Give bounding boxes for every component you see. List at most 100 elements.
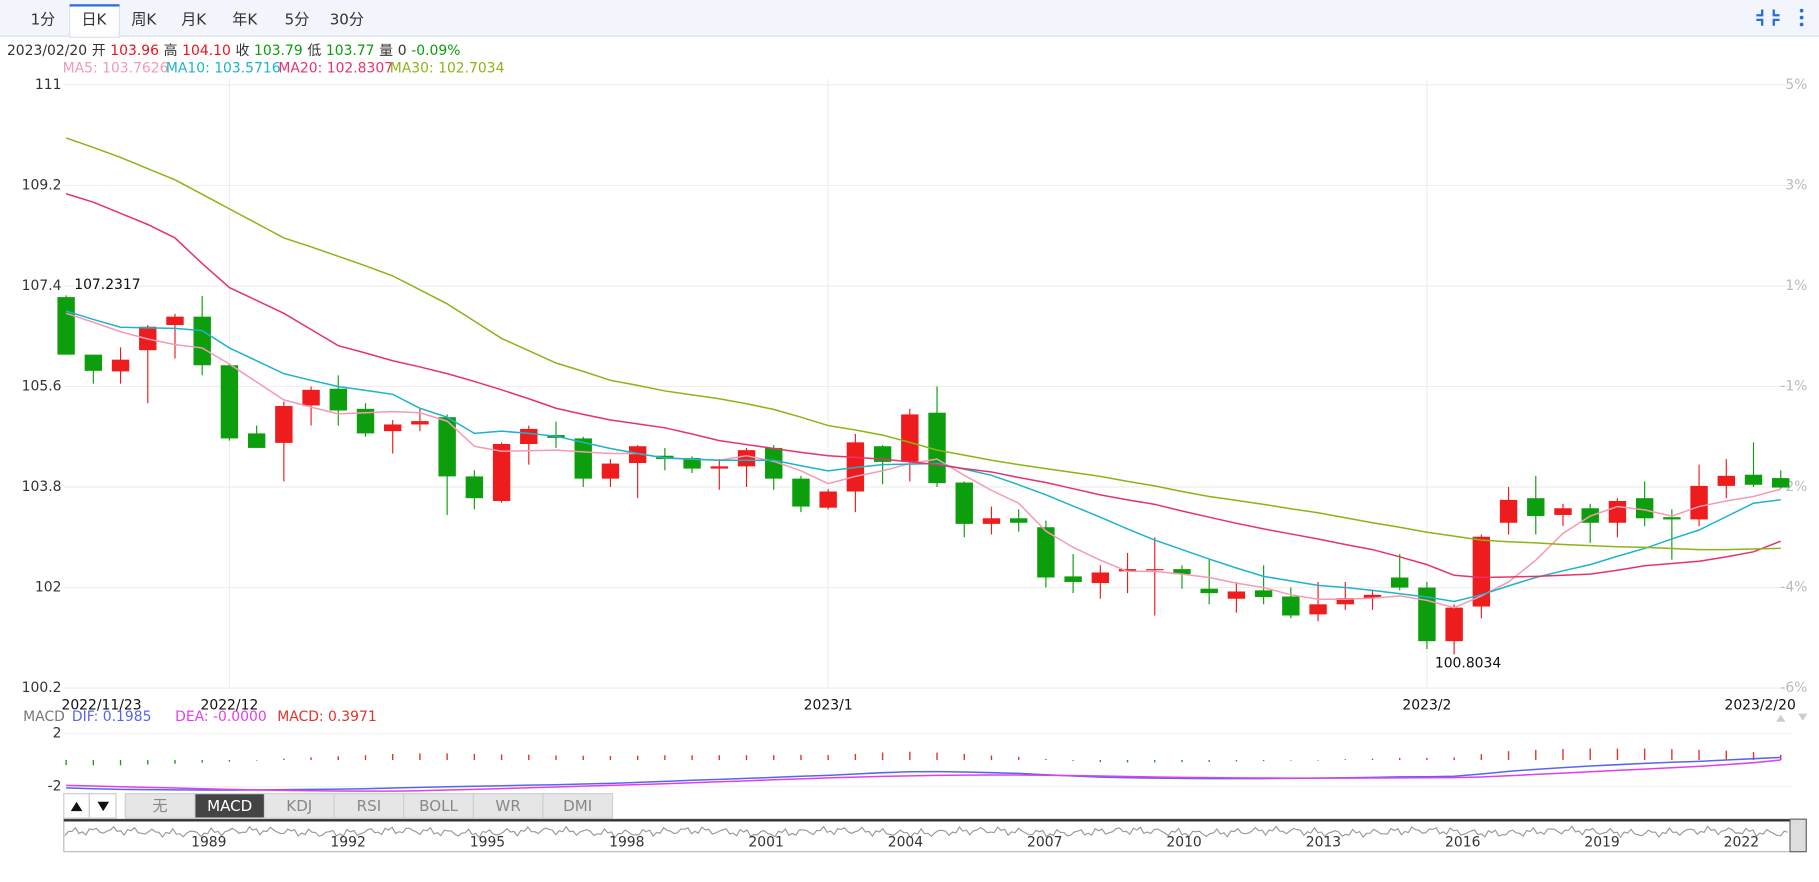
macd-bar	[283, 758, 285, 761]
candle-body	[302, 389, 320, 406]
candle-body	[1037, 527, 1055, 578]
period-tab[interactable]: 年K	[232, 10, 258, 28]
indicator-tab[interactable]: DMI	[563, 797, 592, 815]
indicator-tab[interactable]: WR	[495, 797, 521, 815]
candle-body	[1690, 485, 1708, 520]
candle-body	[247, 433, 266, 448]
navigator-year: 2019	[1584, 834, 1619, 850]
macd-bar	[936, 752, 938, 761]
candle-body	[1527, 498, 1545, 517]
period-tab[interactable]: 周K	[131, 10, 157, 28]
candle-body	[1282, 596, 1300, 616]
indicator-tab-bg[interactable]	[124, 793, 196, 819]
indicator-tab-bg[interactable]	[472, 793, 544, 819]
indicator-tab[interactable]: BOLL	[419, 797, 458, 815]
candle-body	[57, 297, 75, 355]
y-tick-label: 111	[35, 77, 62, 93]
dot[interactable]	[1799, 22, 1804, 27]
macd-bar	[1235, 760, 1238, 762]
macd-bar	[147, 760, 149, 765]
candle-body	[193, 316, 211, 366]
arrow-down-icon	[97, 801, 110, 812]
top-bar	[0, 0, 1819, 37]
fullscreen-icon[interactable]	[1756, 9, 1780, 26]
candle-body	[1309, 604, 1327, 615]
candle-body	[873, 446, 892, 462]
macd-bar	[228, 760, 231, 762]
y-tick-label: 103.8	[22, 479, 62, 495]
macd-bar	[718, 755, 720, 761]
indicator-tab[interactable]: 无	[153, 797, 168, 815]
macd-bar	[419, 753, 421, 761]
navigator[interactable]	[63, 818, 1807, 853]
macd-line	[66, 759, 1781, 792]
legend-entry: MACD: 0.3971	[277, 709, 376, 725]
macd-bar	[500, 754, 503, 761]
candle-body	[384, 424, 402, 432]
navigator-handle[interactable]	[1789, 818, 1807, 853]
candle-body	[982, 518, 1001, 524]
indicator-tab[interactable]: MACD	[207, 797, 252, 815]
candle-body	[1146, 569, 1164, 571]
arrow-up[interactable]	[1776, 714, 1786, 722]
indicator-tab-bg[interactable]	[542, 793, 614, 819]
candle-body	[411, 421, 429, 425]
candle-body	[955, 482, 973, 524]
arrow-down[interactable]	[1798, 713, 1808, 721]
macd-bar	[827, 754, 829, 761]
period-tab[interactable]: 日K	[81, 10, 107, 28]
active-tab	[69, 4, 121, 38]
info-close-label: 收	[235, 43, 249, 59]
indicator-tab-bg[interactable]	[263, 793, 335, 819]
candle-body	[1608, 500, 1627, 523]
period-tab[interactable]: 1分	[31, 10, 56, 28]
macd-bar	[1616, 748, 1619, 761]
macd-bar	[1045, 758, 1047, 761]
candle-body	[1472, 536, 1491, 607]
candle-body	[220, 365, 239, 439]
macd-bar	[1154, 760, 1156, 763]
macd-bar	[446, 753, 448, 761]
dot[interactable]	[1799, 15, 1804, 20]
navigator-year: 1998	[609, 834, 644, 850]
period-tab[interactable]: 5分	[285, 10, 310, 28]
period-tab[interactable]: 30分	[330, 10, 364, 28]
candle-body	[111, 359, 130, 372]
macd-line	[66, 756, 1781, 791]
candle-body	[601, 463, 620, 479]
macd-bar	[1126, 760, 1129, 763]
candle-body	[1227, 591, 1246, 599]
candle-body	[901, 414, 919, 462]
candle-body	[792, 478, 810, 507]
macd-bar	[1671, 749, 1673, 761]
macd-bar	[1344, 759, 1346, 761]
info-low: 103.77	[326, 43, 375, 59]
candle-body	[1173, 569, 1191, 575]
macd-bar	[528, 754, 530, 761]
info-date: 2023/02/20	[7, 43, 87, 59]
menu-icon[interactable]	[1799, 8, 1804, 27]
candle-body	[356, 408, 375, 434]
indicator-tab-bg[interactable]	[194, 793, 266, 819]
macd-bar	[1752, 752, 1755, 761]
compress-icon[interactable]	[1756, 9, 1780, 26]
macd-bar	[1399, 757, 1401, 761]
macd-bar	[990, 755, 993, 761]
macd-bar	[1181, 760, 1183, 763]
macd-bar	[1017, 756, 1020, 761]
macd-bar	[1725, 750, 1727, 761]
macd-bar	[1780, 754, 1782, 761]
dot[interactable]	[1799, 8, 1804, 13]
candle-body	[1009, 518, 1028, 523]
macd-bar	[745, 755, 748, 761]
candle-body	[1717, 475, 1735, 486]
indicator-tab[interactable]: RSI	[357, 797, 382, 815]
indicator-tab[interactable]: KDJ	[286, 797, 312, 815]
macd-bar	[337, 756, 339, 761]
legend-entry: MA20: 102.8307	[278, 61, 393, 77]
panel-title: MACD	[23, 709, 65, 725]
period-tab[interactable]: 月K	[181, 10, 207, 28]
legend-entry: DIF: 0.1985	[72, 709, 152, 725]
legend-entry: MA30: 102.7034	[390, 61, 505, 77]
macd-bar	[65, 760, 67, 766]
